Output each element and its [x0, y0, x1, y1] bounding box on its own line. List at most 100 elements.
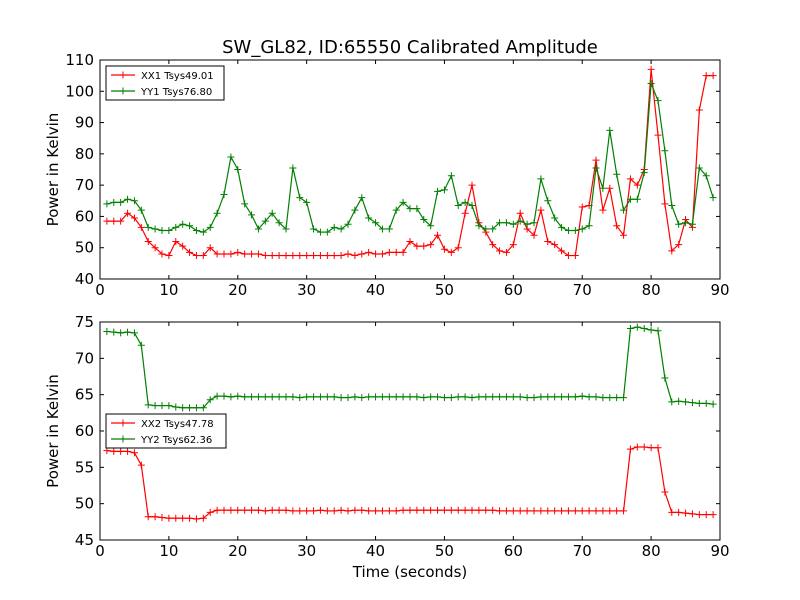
data-point — [144, 401, 152, 409]
data-point — [544, 237, 552, 245]
x-tick-label: 0 — [95, 542, 105, 560]
x-tick-label: 70 — [573, 281, 592, 299]
data-point — [358, 194, 366, 202]
data-point — [626, 175, 634, 183]
data-point — [537, 175, 545, 183]
data-point — [668, 398, 676, 406]
legend-box — [105, 65, 225, 101]
data-point — [378, 225, 386, 233]
y-tick-label: 100 — [65, 82, 94, 100]
legend: XX1 Tsys49.01 YY1 Tsys76.80 — [105, 65, 225, 101]
data-point — [241, 250, 249, 258]
data-point — [275, 506, 283, 514]
data-point — [227, 393, 235, 401]
data-point — [688, 510, 696, 518]
data-point — [378, 250, 386, 258]
data-point — [599, 184, 607, 192]
data-point — [454, 201, 462, 209]
data-point — [199, 252, 207, 260]
data-point — [633, 323, 641, 331]
data-point — [151, 244, 159, 252]
data-point — [682, 398, 690, 406]
data-point — [151, 225, 159, 233]
data-point — [165, 514, 173, 522]
data-point — [688, 220, 696, 228]
data-point — [709, 72, 717, 80]
data-point — [468, 201, 476, 209]
data-point — [461, 209, 469, 217]
data-point — [227, 506, 235, 514]
y-tick-label: 70 — [75, 349, 94, 367]
data-point — [365, 248, 373, 256]
data-point — [213, 209, 221, 217]
data-point — [695, 511, 703, 519]
data-point — [172, 514, 180, 522]
data-point — [310, 393, 318, 401]
data-point — [537, 507, 545, 515]
x-axis-label: Time (seconds) — [352, 563, 468, 581]
data-point — [303, 252, 311, 260]
data-point — [351, 393, 359, 401]
data-point — [144, 513, 152, 521]
data-point — [571, 252, 579, 260]
data-point — [399, 506, 407, 514]
legend-label: XX1 Tsys49.01 — [141, 71, 214, 82]
data-point — [709, 511, 717, 519]
data-point — [661, 488, 669, 496]
data-point — [509, 220, 517, 228]
data-point — [254, 250, 262, 258]
data-point — [440, 245, 448, 253]
y-axis-label: Power in Kelvin — [44, 374, 62, 488]
data-point — [599, 394, 607, 402]
data-point — [241, 393, 249, 401]
data-point — [496, 507, 504, 515]
data-point — [110, 217, 118, 225]
x-tick-label: 40 — [366, 542, 385, 560]
x-tick-label: 30 — [297, 281, 316, 299]
data-point — [310, 225, 318, 233]
data-point — [523, 394, 531, 402]
data-point — [675, 220, 683, 228]
data-point — [165, 227, 173, 235]
data-point — [385, 507, 393, 515]
data-point — [158, 402, 166, 410]
plot-frame — [99, 59, 721, 280]
data-point — [447, 172, 455, 180]
data-point — [482, 225, 490, 233]
data-point — [303, 393, 311, 401]
data-point — [406, 237, 414, 245]
data-point — [137, 341, 145, 349]
x-tick-label: 80 — [642, 281, 661, 299]
data-point — [585, 393, 593, 401]
data-point — [117, 198, 125, 206]
data-point — [179, 242, 187, 250]
data-point — [137, 206, 145, 214]
data-point — [523, 220, 531, 228]
data-point — [316, 506, 324, 514]
data-point — [303, 507, 311, 515]
data-point — [241, 506, 249, 514]
y-tick-label: 50 — [75, 495, 94, 513]
data-point — [688, 399, 696, 407]
data-point — [682, 509, 690, 517]
data-point — [365, 507, 373, 515]
data-point — [372, 507, 380, 515]
data-point — [372, 219, 380, 227]
data-point — [571, 227, 579, 235]
data-point — [268, 393, 276, 401]
data-point — [516, 393, 524, 401]
data-point — [172, 223, 180, 231]
data-point — [695, 399, 703, 407]
data-point — [509, 393, 517, 401]
data-point — [220, 191, 228, 199]
y-tick-label: 40 — [75, 270, 94, 288]
data-point — [351, 506, 359, 514]
data-point — [592, 156, 600, 164]
data-point — [186, 404, 194, 412]
data-point — [323, 507, 331, 515]
data-point — [248, 393, 256, 401]
data-point — [482, 393, 490, 401]
y-tick-label: 45 — [75, 531, 94, 549]
data-point — [592, 507, 600, 515]
data-point — [365, 393, 373, 401]
